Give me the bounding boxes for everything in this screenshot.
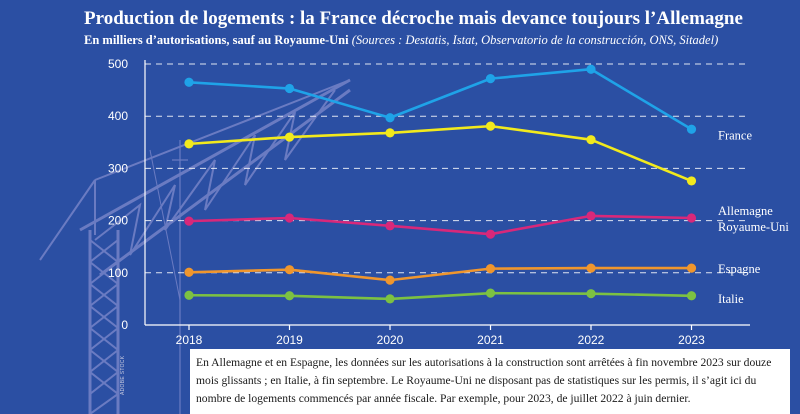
x-tick-label: 2018 — [176, 333, 203, 347]
data-point-royaume-uni — [385, 221, 395, 231]
data-point-allemagne — [686, 176, 697, 186]
data-point-espagne — [284, 265, 295, 275]
data-point-france — [586, 64, 596, 74]
series-line-espagne — [188, 266, 692, 282]
y-tick-label: 300 — [108, 161, 128, 175]
sources-text: (Sources : Destatis, Istat, Observatorio… — [351, 33, 719, 47]
crane-illustration — [39, 78, 351, 414]
series-label-espagne: Espagne — [718, 262, 761, 276]
data-point-france — [284, 83, 295, 94]
series-label-italie: Italie — [718, 292, 744, 306]
y-tick-label: 500 — [108, 57, 128, 71]
subtitle-text: En milliers d’autorisations, sauf au Roy… — [84, 33, 349, 47]
data-point-allemagne — [284, 132, 295, 142]
data-point-italie — [586, 289, 596, 299]
data-point-royaume-uni — [586, 211, 596, 221]
data-point-espagne — [485, 264, 496, 274]
data-point-allemagne — [385, 128, 395, 138]
y-tick-label: 100 — [108, 266, 128, 280]
x-axis: 2018 2019 2020 2021 2022 2023 — [145, 324, 750, 347]
series-line-italie — [188, 291, 692, 301]
series-label-france: France — [718, 128, 752, 142]
data-point-royaume-uni — [284, 213, 295, 223]
series-line-france — [188, 67, 693, 131]
series-line-allemagne — [188, 124, 692, 183]
data-point-espagne — [586, 263, 596, 273]
data-point-espagne — [184, 267, 194, 277]
series-lines — [184, 64, 697, 304]
data-point-italie — [485, 288, 496, 298]
series-labels: France Allemagne Royaume-Uni Espagne Italie — [718, 128, 789, 306]
data-point-france — [385, 113, 395, 123]
chart-title: Production de logements : la France décr… — [84, 8, 743, 29]
data-point-allemagne — [485, 121, 496, 131]
data-point-italie — [184, 290, 194, 300]
series-label-royaume-uni: Royaume-Uni — [718, 220, 789, 234]
data-point-allemagne — [586, 135, 596, 145]
data-point-italie — [385, 294, 395, 304]
footnote-box: En Allemagne et en Espagne, les données … — [190, 349, 790, 414]
x-tick-label: 2021 — [477, 333, 504, 347]
series-label-allemagne: Allemagne — [718, 204, 773, 218]
series-line-royaume-uni — [188, 214, 692, 236]
data-point-italie — [686, 291, 697, 301]
footnote-text: En Allemagne et en Espagne, les données … — [196, 356, 772, 405]
y-tick-label: 0 — [121, 318, 128, 332]
y-tick-label: 200 — [108, 214, 128, 228]
x-tick-label: 2022 — [578, 333, 605, 347]
chart-subtitle: En milliers d’autorisations, sauf au Roy… — [84, 33, 718, 48]
data-point-espagne — [385, 275, 395, 285]
data-point-royaume-uni — [485, 229, 496, 239]
data-point-royaume-uni — [686, 213, 697, 223]
data-point-espagne — [686, 263, 697, 273]
x-tick-label: 2023 — [678, 333, 705, 347]
photo-credit: ADOBE STOCK — [120, 355, 126, 395]
y-tick-label: 400 — [108, 109, 128, 123]
x-tick-label: 2019 — [276, 333, 303, 347]
data-point-allemagne — [184, 139, 194, 149]
data-point-france — [184, 77, 194, 87]
data-point-france — [485, 74, 496, 84]
x-tick-label: 2020 — [377, 333, 404, 347]
data-point-italie — [284, 291, 295, 301]
data-point-france — [686, 124, 697, 134]
y-axis: 0 100 200 300 400 500 — [108, 57, 146, 332]
data-point-royaume-uni — [184, 216, 194, 226]
